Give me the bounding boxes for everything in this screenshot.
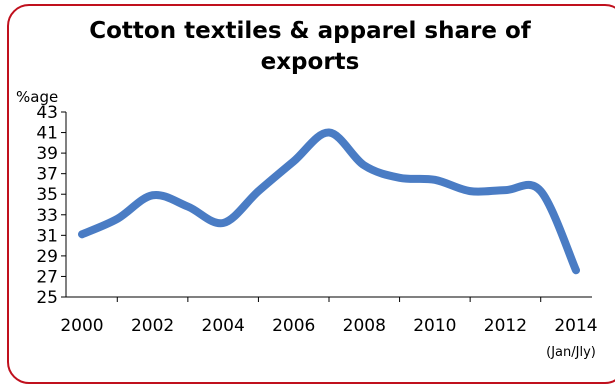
y-tick-label: 43 (36, 103, 58, 123)
chart-frame (7, 4, 615, 384)
y-axis-label: %age (16, 88, 58, 106)
y-tick-label: 31 (36, 226, 58, 246)
x-tick-label: 2012 (484, 316, 527, 336)
x-tick-label: 2000 (60, 316, 103, 336)
y-tick-label: 25 (36, 288, 58, 308)
x-tick-label: 2004 (202, 316, 245, 336)
x-tick-label: 2006 (272, 316, 315, 336)
x-tick-label: 2010 (413, 316, 456, 336)
y-tick-label: 41 (36, 124, 58, 144)
y-tick-label: 29 (36, 247, 58, 267)
chart-title: Cotton textiles & apparel share of expor… (89, 18, 531, 75)
y-tick-label: 39 (36, 144, 58, 164)
x-tick-label: 2002 (131, 316, 174, 336)
y-tick-label: 33 (36, 206, 58, 226)
x-axis-note: (Jan/Jly) (546, 345, 596, 360)
y-tick-label: 27 (36, 267, 58, 287)
x-tick-label: 2008 (343, 316, 386, 336)
x-tick-label: 2014 (554, 316, 597, 336)
y-tick-label: 37 (36, 165, 58, 185)
y-tick-label: 35 (36, 185, 58, 205)
series-line (78, 128, 580, 275)
